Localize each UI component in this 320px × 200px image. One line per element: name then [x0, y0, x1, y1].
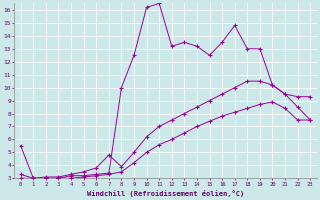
X-axis label: Windchill (Refroidissement éolien,°C): Windchill (Refroidissement éolien,°C) [87, 190, 244, 197]
